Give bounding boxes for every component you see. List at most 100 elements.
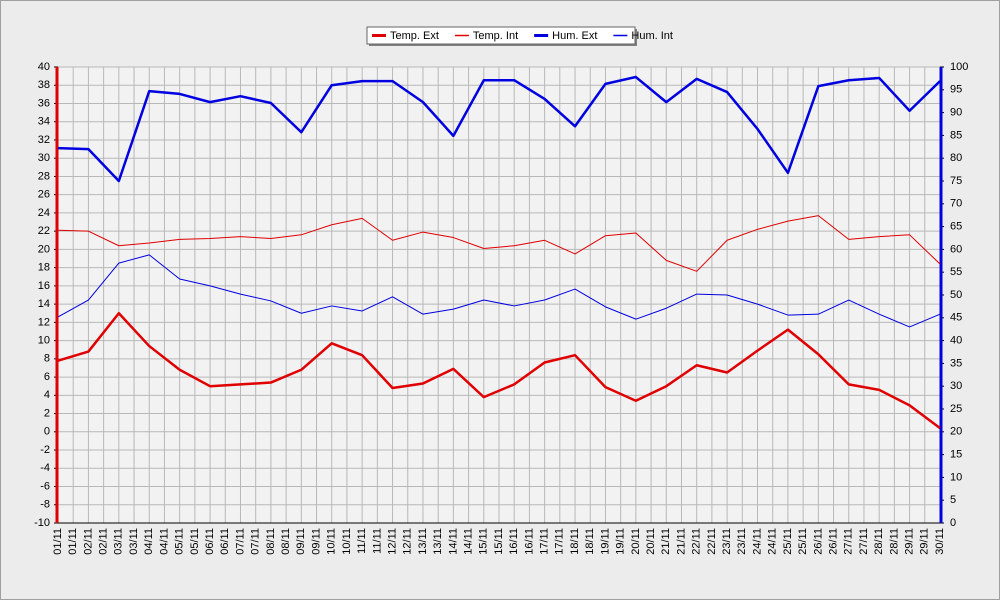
x-tick-label: 01/11 — [67, 528, 79, 555]
y2-tick-label: 85 — [950, 129, 962, 141]
y2-tick-label: 5 — [950, 494, 956, 506]
x-tick-label: 28/11 — [873, 528, 885, 555]
y2-tick-label: 90 — [950, 107, 962, 119]
x-tick-label: 18/11 — [569, 528, 581, 555]
x-tick-label: 22/11 — [691, 528, 703, 555]
x-tick-label: 21/11 — [675, 528, 687, 555]
x-tick-label: 12/11 — [402, 528, 414, 555]
y-tick-label: 28 — [38, 170, 50, 182]
y-tick-label: -2 — [40, 444, 50, 456]
x-tick-label: 26/11 — [812, 528, 824, 555]
y-tick-label: 4 — [44, 389, 50, 401]
y-tick-label: 6 — [44, 371, 50, 383]
x-tick-label: 27/11 — [858, 528, 870, 555]
x-tick-label: 30/11 — [934, 528, 946, 555]
y2-tick-label: 40 — [950, 335, 962, 347]
y-tick-label: 32 — [38, 134, 50, 146]
y-tick-label: 14 — [38, 298, 50, 310]
x-tick-label: 08/11 — [265, 528, 277, 555]
x-tick-label: 16/11 — [508, 528, 520, 555]
y2-tick-label: 35 — [950, 357, 962, 369]
y-tick-label: 12 — [38, 316, 50, 328]
y-tick-label: 36 — [38, 97, 50, 109]
x-tick-label: 05/11 — [174, 528, 186, 555]
x-tick-label: 10/11 — [326, 528, 338, 555]
y-tick-label: 8 — [44, 353, 50, 365]
x-tick-label: 19/11 — [599, 528, 611, 555]
x-tick-label: 03/11 — [128, 528, 140, 555]
x-tick-label: 18/11 — [584, 528, 596, 555]
x-tick-label: 01/11 — [52, 528, 64, 555]
x-tick-label: 03/11 — [113, 528, 125, 555]
y2-tick-label: 65 — [950, 221, 962, 233]
x-tick-label: 09/11 — [310, 528, 322, 555]
y-tick-label: 0 — [44, 426, 50, 438]
x-tick-label: 07/11 — [250, 528, 262, 555]
x-tick-label: 10/11 — [341, 528, 353, 555]
x-tick-label: 24/11 — [751, 528, 763, 555]
x-tick-label: 26/11 — [827, 528, 839, 555]
y-tick-label: 26 — [38, 189, 50, 201]
y-tick-label: 40 — [38, 61, 50, 73]
y-tick-label: -10 — [34, 517, 50, 529]
x-tick-label: 17/11 — [554, 528, 566, 555]
legend-box — [366, 26, 636, 45]
x-tick-label: 20/11 — [645, 528, 657, 555]
y2-tick-label: 75 — [950, 175, 962, 187]
x-tick-label: 09/11 — [295, 528, 307, 555]
y2-tick-label: 70 — [950, 198, 962, 210]
x-tick-label: 02/11 — [98, 528, 110, 555]
x-tick-label: 14/11 — [462, 528, 474, 555]
series-line — [57, 254, 941, 328]
legend-label: Hum. Int — [631, 30, 673, 42]
y-tick-label: 20 — [38, 243, 50, 255]
y2-tick-label: 15 — [950, 449, 962, 461]
x-tick-label: 23/11 — [736, 528, 748, 555]
y-tick-label: -8 — [40, 499, 50, 511]
y2-tick-label: 55 — [950, 266, 962, 278]
legend-label: Temp. Int — [473, 30, 518, 42]
x-tick-label: 11/11 — [371, 528, 383, 554]
x-tick-label: 28/11 — [888, 528, 900, 555]
y-tick-label: 38 — [38, 79, 50, 91]
y-tick-label: 18 — [38, 262, 50, 274]
x-tick-label: 22/11 — [706, 528, 718, 555]
y2-tick-label: 10 — [950, 471, 962, 483]
y2-tick-label: 20 — [950, 426, 962, 438]
x-tick-label: 13/11 — [417, 528, 429, 555]
x-tick-label: 20/11 — [630, 528, 642, 555]
y-tick-label: 22 — [38, 225, 50, 237]
series-line — [57, 215, 941, 272]
y2-tick-label: 25 — [950, 403, 962, 415]
x-tick-label: 25/11 — [797, 528, 809, 555]
x-tick-label: 15/11 — [493, 528, 505, 555]
y-tick-label: 16 — [38, 280, 50, 292]
y-tick-label: 34 — [38, 116, 50, 128]
y2-tick-label: 60 — [950, 243, 962, 255]
y2-tick-label: 30 — [950, 380, 962, 392]
x-tick-label: 27/11 — [843, 528, 855, 555]
x-tick-label: 17/11 — [539, 528, 551, 555]
x-tick-label: 06/11 — [219, 528, 231, 555]
x-tick-label: 24/11 — [767, 528, 779, 555]
series-line — [57, 311, 941, 430]
y-tick-label: 30 — [38, 152, 50, 164]
x-tick-label: 13/11 — [432, 528, 444, 555]
x-tick-label: 21/11 — [660, 528, 672, 555]
x-tick-label: 25/11 — [782, 528, 794, 555]
y2-tick-label: 45 — [950, 312, 962, 324]
y2-tick-label: 80 — [950, 152, 962, 164]
x-tick-label: 14/11 — [447, 528, 459, 555]
x-tick-label: 04/11 — [143, 528, 155, 555]
x-tick-label: 02/11 — [82, 528, 94, 555]
y-tick-label: -4 — [40, 462, 50, 474]
x-tick-label: 16/11 — [523, 528, 535, 555]
y2-tick-label: 50 — [950, 289, 962, 301]
x-tick-label: 11/11 — [356, 528, 368, 554]
x-tick-label: 05/11 — [189, 528, 201, 555]
x-tick-label: 04/11 — [158, 528, 170, 555]
y2-tick-label: 95 — [950, 84, 962, 96]
x-tick-label: 29/11 — [903, 528, 915, 555]
